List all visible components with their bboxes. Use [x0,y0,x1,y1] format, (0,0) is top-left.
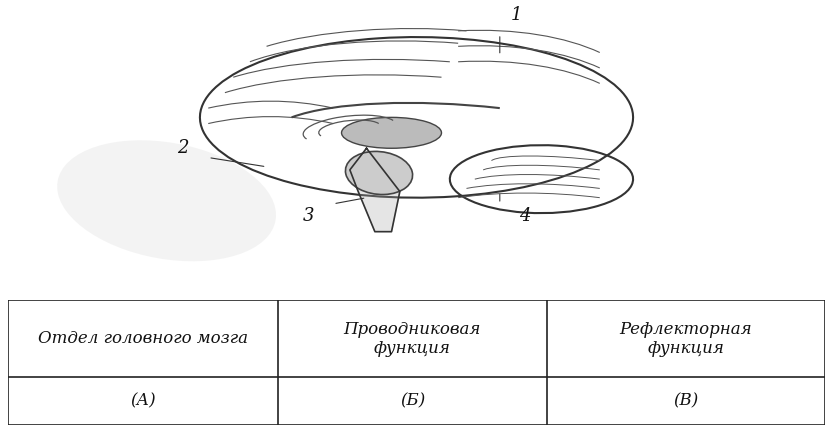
Ellipse shape [57,140,276,261]
Polygon shape [350,148,400,232]
Text: Рефлекторная
функция: Рефлекторная функция [620,320,752,357]
Ellipse shape [346,151,412,194]
Text: (Б): (Б) [400,393,425,410]
Text: 1: 1 [511,6,522,24]
Text: 3: 3 [302,207,314,225]
Ellipse shape [342,118,441,148]
Text: 2: 2 [177,139,189,157]
Text: Отдел головного мозга: Отдел головного мозга [38,330,248,347]
Text: Проводниковая
функция: Проводниковая функция [344,320,481,357]
Text: 4: 4 [519,207,531,225]
Text: (А): (А) [130,393,156,410]
Text: (В): (В) [673,393,699,410]
